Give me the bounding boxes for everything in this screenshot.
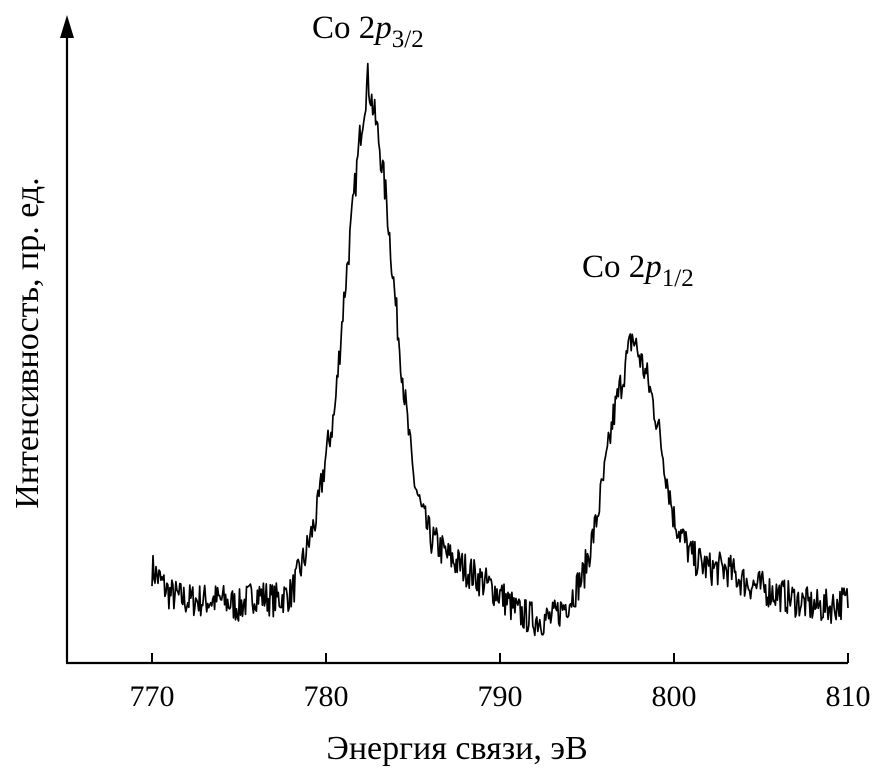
x-axis-ticks: 770 780 790 800 810	[130, 653, 871, 713]
x-tick-label-770: 770	[130, 680, 175, 713]
peak-label-co-2p12: Co 2p1/2	[582, 249, 694, 292]
peak-label-main: Co 2	[312, 10, 375, 46]
x-axis-title: Энергия связи, эВ	[326, 730, 587, 767]
x-tick-label-810: 810	[826, 680, 871, 713]
x-tick-label-790: 790	[478, 680, 523, 713]
x-tick-label-780: 780	[304, 680, 349, 713]
x-tick-label-800: 800	[652, 680, 697, 713]
y-axis-title: Интенсивность, пр. ед.	[9, 177, 46, 508]
peak-label-main: Co 2	[582, 249, 645, 285]
peak-label-subscript: 3/2	[392, 26, 424, 53]
peak-label-co-2p32: Co 2p3/2	[312, 10, 424, 53]
spectrum-line	[151, 62, 849, 637]
y-axis-arrow-icon	[60, 15, 74, 38]
peak-label-italic: p	[643, 249, 662, 285]
peak-label-subscript: 1/2	[662, 265, 694, 292]
peak-label-italic: p	[373, 10, 392, 46]
